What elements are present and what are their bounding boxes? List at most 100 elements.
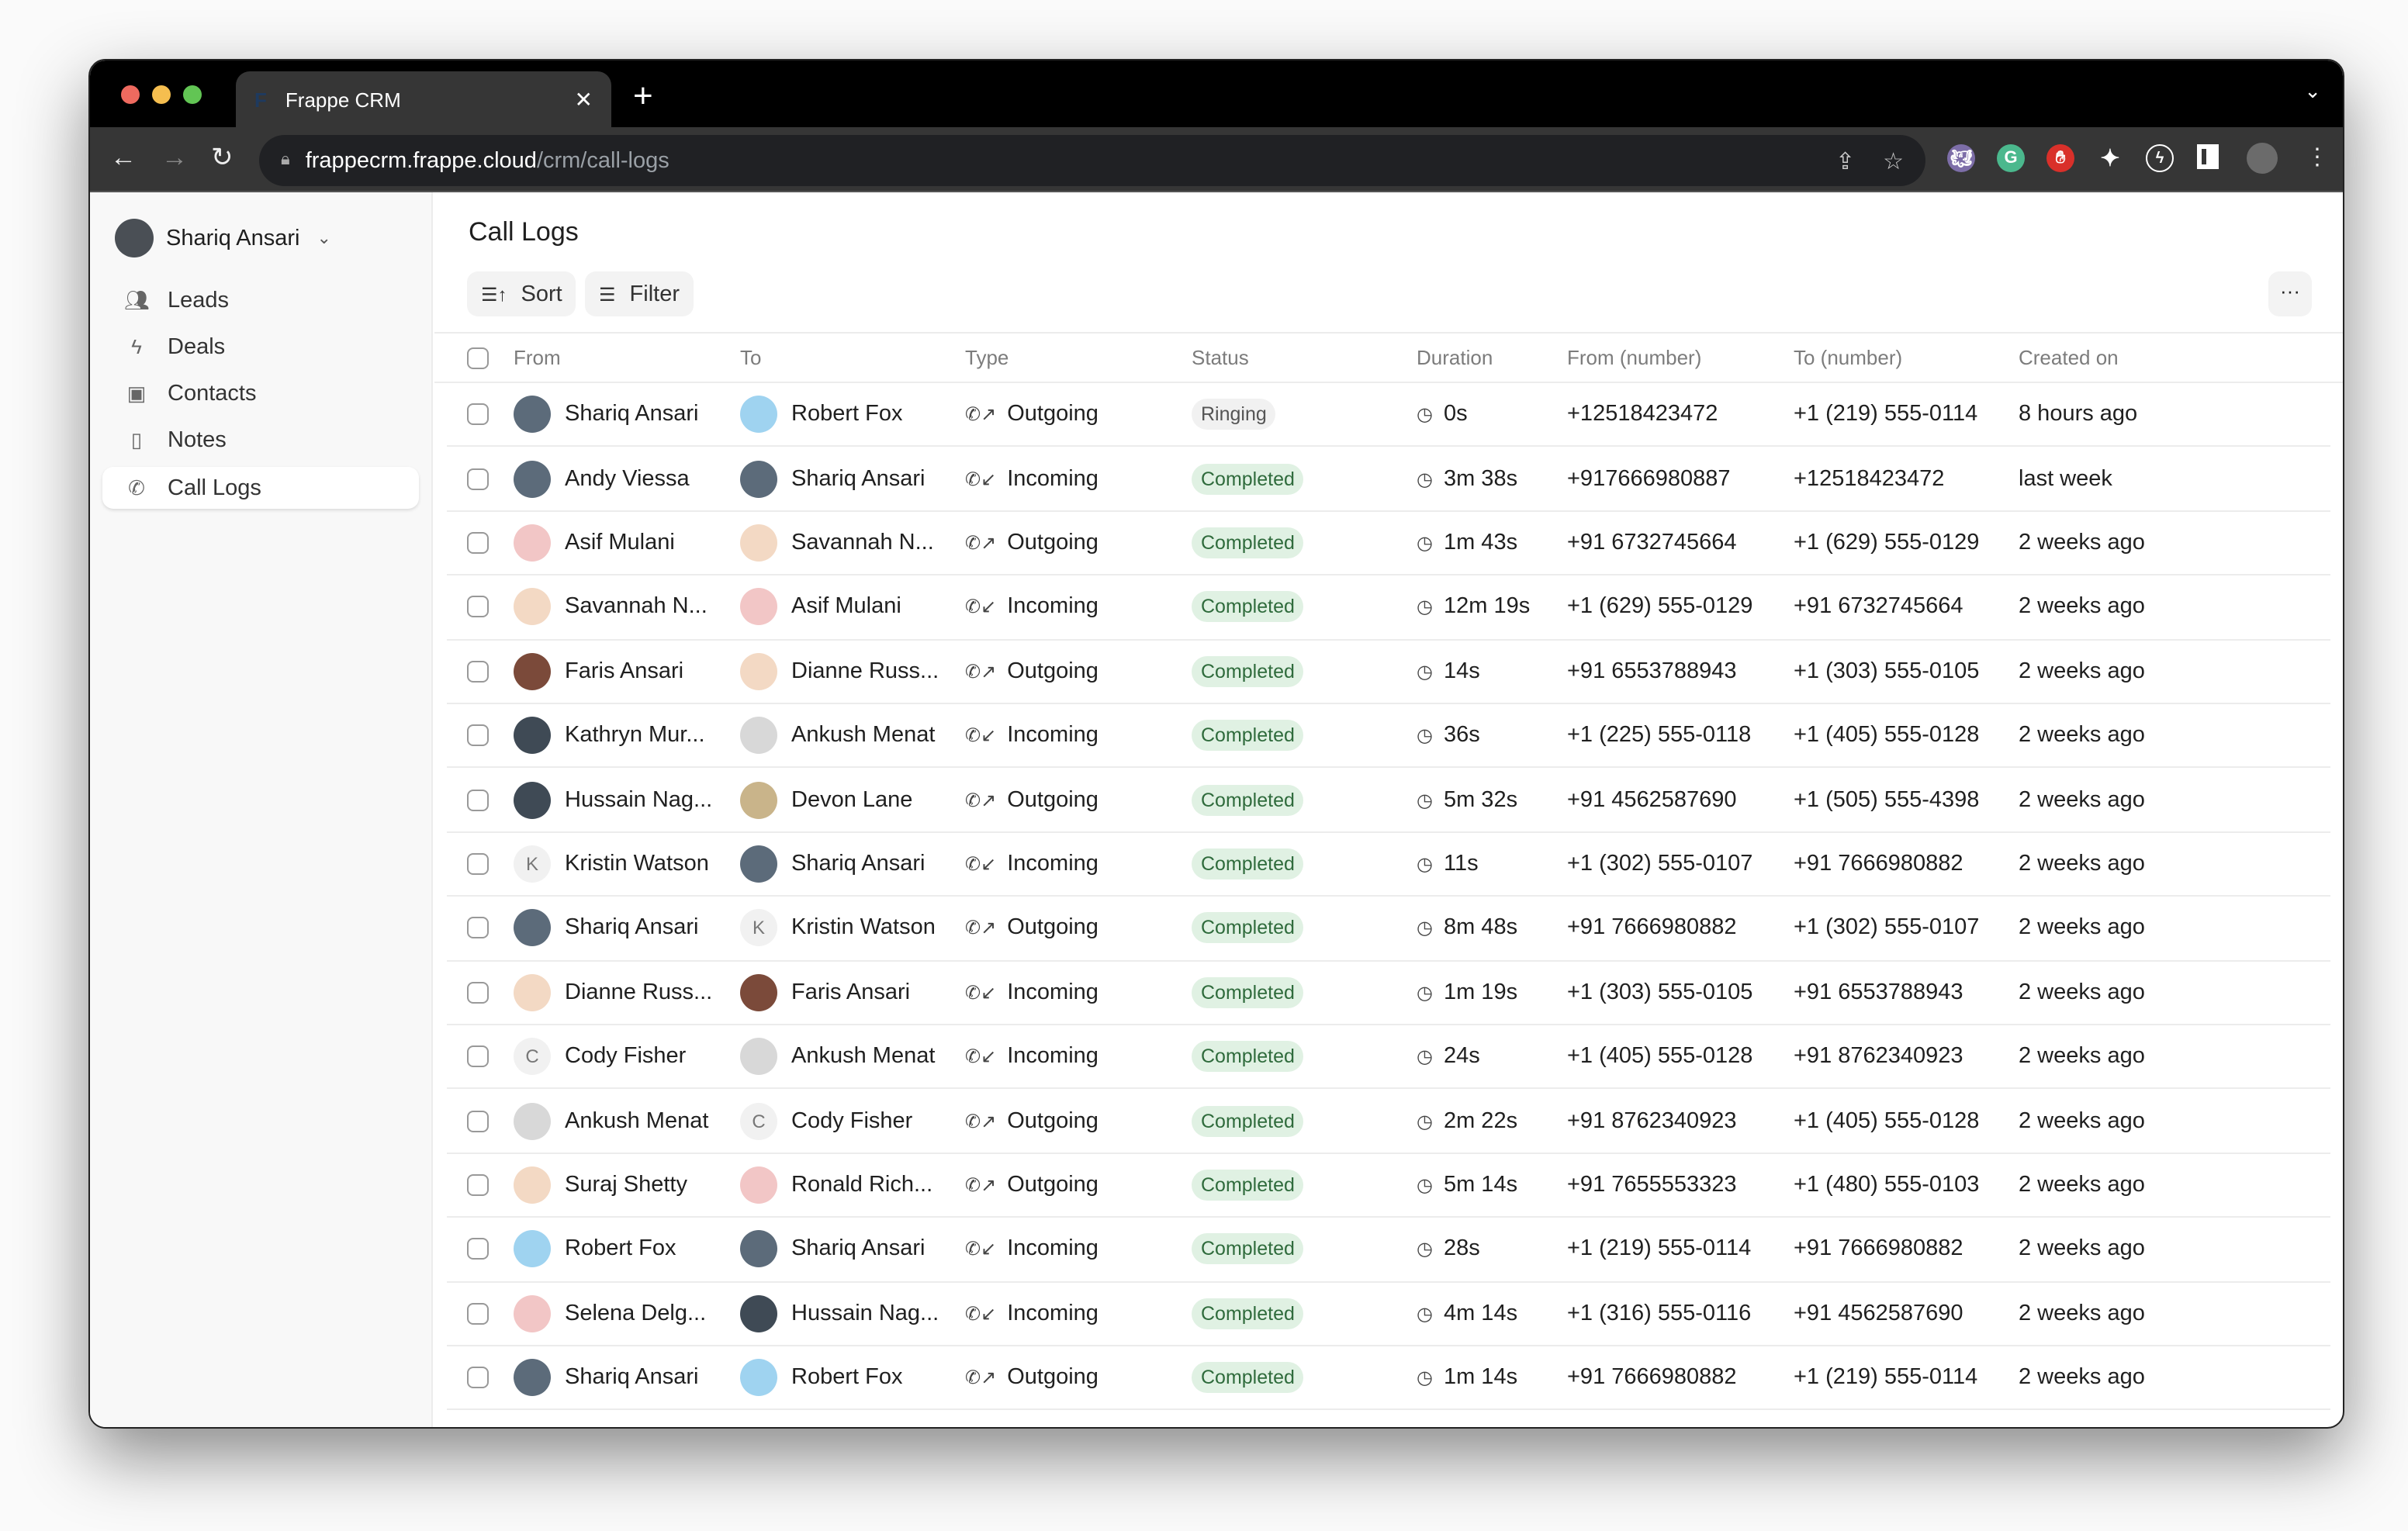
table-row[interactable]: K Kristin Watson Shariq Ansari ✆↙ Incoming… <box>447 833 2330 897</box>
row-checkbox[interactable] <box>467 1045 489 1068</box>
browser-tab[interactable]: F Frappe CRM ✕ <box>236 71 611 127</box>
to-name: Ronald Rich... <box>791 1172 933 1197</box>
table-row[interactable]: Shariq Ansari Robert Fox ✆↗ Outgoing Ring… <box>447 383 2330 448</box>
row-checkbox[interactable] <box>467 660 489 683</box>
octocat-extension-icon[interactable]: 🐙︎ <box>1947 144 1975 172</box>
close-window-button[interactable] <box>121 85 140 104</box>
column-header[interactable]: Created on <box>2019 346 2119 369</box>
column-header[interactable]: To <box>740 346 762 369</box>
table-row[interactable]: Faris Ansari Dianne Russ... ✆↗ Outgoing C… <box>447 640 2330 704</box>
from-name: Kathryn Mur... <box>565 723 705 748</box>
table-row[interactable]: Ankush Menat C Cody Fisher ✆↗ Outgoing Com… <box>447 1090 2330 1154</box>
sidebar-item-leads[interactable]: 👥︎ Leads <box>102 279 419 321</box>
column-header[interactable]: Status <box>1192 346 1249 369</box>
column-header[interactable]: From <box>514 346 561 369</box>
tab-search-chevron-icon[interactable]: ⌄ <box>2304 79 2321 102</box>
clock-icon: ◷ <box>1417 917 1433 939</box>
to-name: Devon Lane <box>791 787 913 813</box>
address-bar-row: ← → ↻ 🔒︎ frappecrm.frappe.cloud/crm/call… <box>90 127 2343 192</box>
row-checkbox[interactable] <box>467 1238 489 1260</box>
bookmark-star-icon[interactable]: ☆ <box>1883 148 1904 175</box>
more-options-button[interactable]: ··· <box>2268 271 2312 316</box>
avatar <box>740 717 777 755</box>
to-number: +1 (302) 555-0107 <box>1794 915 1980 941</box>
table-row[interactable]: Robert Fox Shariq Ansari ✆↙ Incoming Comp… <box>447 1218 2330 1283</box>
row-checkbox[interactable] <box>467 1173 489 1196</box>
table-row[interactable]: Selena Delg... Hussain Nag... ✆↙ Incoming… <box>447 1282 2330 1346</box>
from-name: Andy Viessa <box>565 466 690 492</box>
call-type: Incoming <box>1007 723 1098 748</box>
column-header[interactable]: To (number) <box>1794 346 1903 369</box>
to-name: Robert Fox <box>791 402 903 427</box>
new-tab-button[interactable]: + <box>633 76 653 115</box>
sidebar-item-deals[interactable]: ϟ Deals <box>102 327 419 368</box>
close-tab-icon[interactable]: ✕ <box>574 86 593 111</box>
user-menu[interactable]: Shariq Ansari ⌄ <box>115 219 331 257</box>
reload-button[interactable]: ↻ <box>211 143 234 172</box>
leaf-bolt-extension-icon[interactable]: ϟ <box>2146 144 2174 172</box>
avatar <box>740 1230 777 1268</box>
row-checkbox[interactable] <box>467 724 489 747</box>
share-icon[interactable]: ⇪ <box>1835 148 1856 175</box>
row-checkbox[interactable] <box>467 596 489 618</box>
row-checkbox[interactable] <box>467 1367 489 1389</box>
table-row[interactable]: Dianne Russ... Faris Ansari ✆↙ Incoming C… <box>447 961 2330 1025</box>
url-host: frappecrm.frappe.cloud <box>305 148 537 173</box>
clock-icon: ◷ <box>1417 468 1433 490</box>
sidebar-item-contacts[interactable]: ▣ Contacts <box>102 373 419 415</box>
sidebar-item-label: Notes <box>168 428 227 454</box>
url-bar[interactable]: 🔒︎ frappecrm.frappe.cloud/crm/call-logs … <box>259 135 1925 186</box>
table-row[interactable]: Hussain Nag... Devon Lane ✆↗ Outgoing Com… <box>447 769 2330 833</box>
back-button[interactable]: ← <box>110 143 137 172</box>
tab-bar: F Frappe CRM ✕ + ⌄ <box>90 60 2343 127</box>
created-on: 2 weeks ago <box>2019 1365 2145 1391</box>
row-checkbox[interactable] <box>467 789 489 811</box>
filter-button[interactable]: ☰ Filter <box>585 271 694 316</box>
row-checkbox[interactable] <box>467 917 489 939</box>
avatar <box>514 781 551 819</box>
table-row[interactable]: C Cody Fisher Ankush Menat ✆↙ Incoming Com… <box>447 1025 2330 1090</box>
column-header[interactable]: Duration <box>1417 346 1493 369</box>
to-number: +1 (405) 555-0128 <box>1794 723 1980 748</box>
table-row[interactable]: Shariq Ansari K Kristin Watson ✆↗ Outgoing… <box>447 897 2330 962</box>
phone-incoming-icon: ✆↙ <box>965 981 997 1004</box>
row-checkbox[interactable] <box>467 531 489 554</box>
sort-button[interactable]: ☰↑ Sort <box>467 271 576 316</box>
row-checkbox[interactable] <box>467 468 489 490</box>
table-row[interactable]: Asif Mulani Savannah N... ✆↗ Outgoing Com… <box>447 512 2330 576</box>
from-name: Shariq Ansari <box>565 402 699 427</box>
maximize-window-button[interactable] <box>183 85 202 104</box>
extensions-puzzle-icon[interactable]: ✦ <box>2100 146 2120 172</box>
table-row[interactable]: Savannah N... Asif Mulani ✆↙ Incoming Com… <box>447 575 2330 641</box>
from-number: +1 (629) 555-0129 <box>1567 594 1753 620</box>
browser-menu-icon[interactable]: ⋮ <box>2306 144 2329 171</box>
row-checkbox[interactable] <box>467 403 489 426</box>
sidebar-toggle-icon[interactable] <box>2197 144 2219 169</box>
table-row[interactable]: Shariq Ansari Robert Fox ✆↗ Outgoing Comp… <box>447 1346 2330 1411</box>
sidebar-item-call-logs[interactable]: ✆ Call Logs <box>102 467 419 510</box>
duration: 1m 19s <box>1443 980 1518 1005</box>
avatar <box>740 588 777 626</box>
table-row[interactable]: Andy Viessa Shariq Ansari ✆↙ Incoming Com… <box>447 448 2330 512</box>
row-checkbox[interactable] <box>467 1110 489 1132</box>
avatar <box>514 1166 551 1204</box>
sidebar-item-notes[interactable]: ▯ Notes <box>102 420 419 462</box>
column-header[interactable]: Type <box>965 346 1009 369</box>
from-number: +1 (405) 555-0128 <box>1567 1044 1753 1070</box>
select-all-checkbox[interactable] <box>467 347 489 368</box>
row-checkbox[interactable] <box>467 1302 489 1325</box>
table-row[interactable]: Kathryn Mur... Ankush Menat ✆↙ Incoming C… <box>447 704 2330 769</box>
created-on: 2 weeks ago <box>2019 787 2145 813</box>
avatar <box>514 524 551 562</box>
column-header[interactable]: From (number) <box>1567 346 1702 369</box>
row-checkbox[interactable] <box>467 981 489 1004</box>
profile-avatar[interactable] <box>2247 143 2278 174</box>
from-number: +1 (316) 555-0116 <box>1567 1301 1752 1326</box>
grammarly-extension-icon[interactable]: G <box>1997 144 2025 172</box>
row-checkbox[interactable] <box>467 852 489 875</box>
forward-button[interactable]: → <box>161 143 188 172</box>
created-on: last week <box>2019 466 2112 492</box>
adblock-extension-icon[interactable]: ✋︎ <box>2046 144 2074 172</box>
table-row[interactable]: Suraj Shetty Ronald Rich... ✆↗ Outgoing C… <box>447 1154 2330 1218</box>
minimize-window-button[interactable] <box>152 85 171 104</box>
